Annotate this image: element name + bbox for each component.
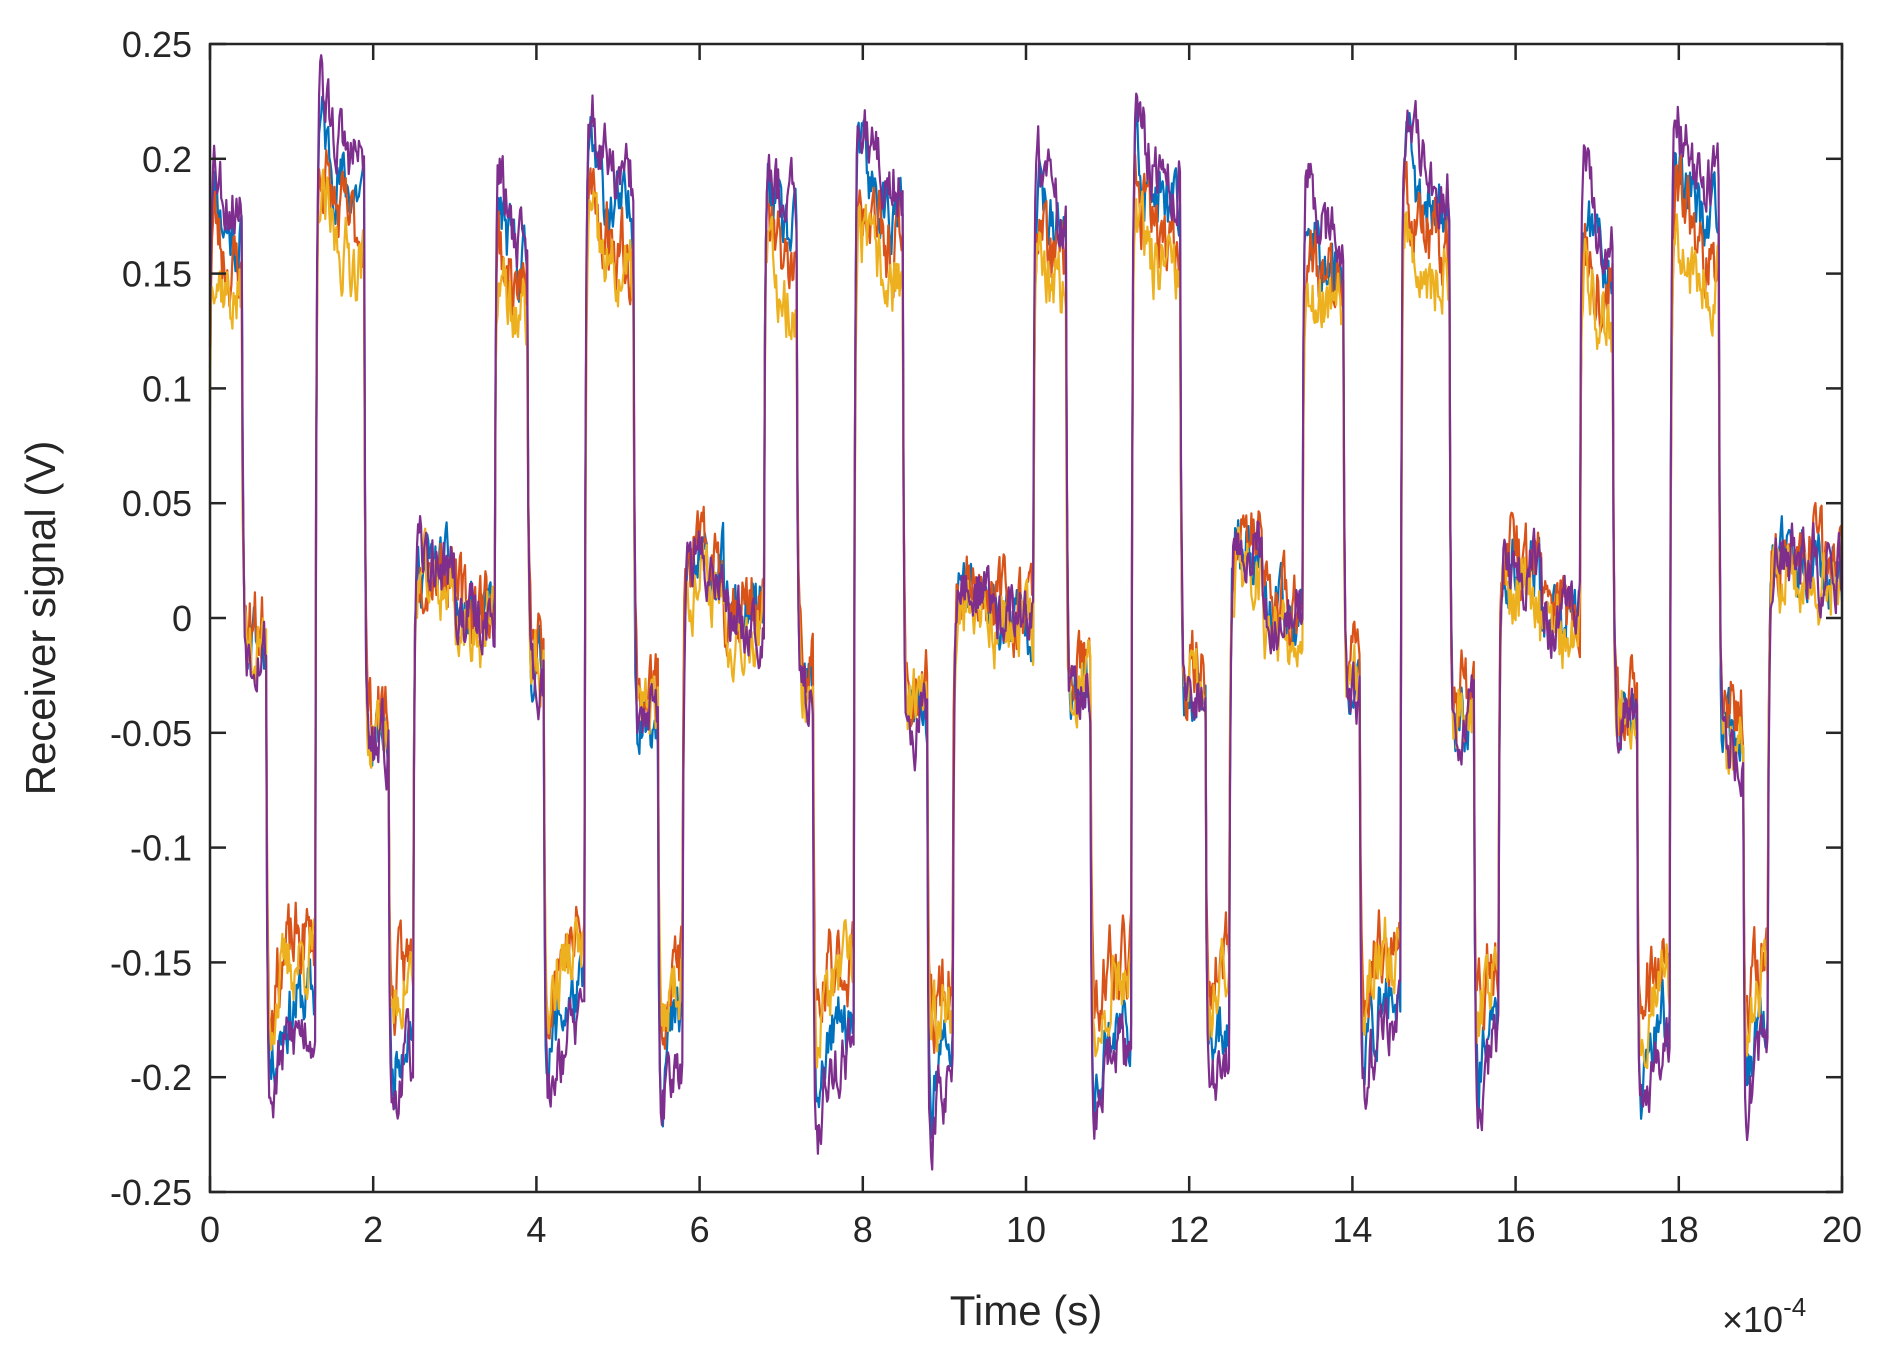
y-tick-label: -0.1 (130, 828, 192, 869)
y-tick-label: 0.05 (122, 483, 192, 524)
series-layer (208, 54, 1844, 1171)
y-tick-label: -0.15 (110, 942, 192, 983)
y-tick-label: -0.05 (110, 713, 192, 754)
x-tick-label: 6 (690, 1209, 710, 1250)
y-tick-label: -0.25 (110, 1172, 192, 1213)
x-tick-label: 12 (1169, 1209, 1209, 1250)
y-axis-title: Receiver signal (V) (17, 441, 64, 796)
x-exponent-power: -4 (1783, 1292, 1806, 1322)
x-tick-label: 0 (200, 1209, 220, 1250)
y-tick-label: 0 (172, 598, 192, 639)
x-tick-label: 4 (526, 1209, 546, 1250)
x-axis-title: Time (s) (950, 1287, 1102, 1334)
x-tick-label: 20 (1822, 1209, 1862, 1250)
y-tick-label: 0.15 (122, 254, 192, 295)
series-line-4 (208, 54, 1844, 1171)
tick-layer: 0 2 4 6 8 10 12 14 16 18 20 -0.25 -0.2 -0.15 -0.1 -0.05… (110, 24, 1862, 1250)
y-tick-label: 0.25 (122, 24, 192, 65)
x-tick-label: 2 (363, 1209, 383, 1250)
x-exponent-label: ×10-4 (1722, 1292, 1806, 1340)
y-tick-label: -0.2 (130, 1057, 192, 1098)
y-tick-label: 0.1 (142, 368, 192, 409)
x-tick-label: 14 (1332, 1209, 1372, 1250)
x-exponent-base: ×10 (1722, 1299, 1783, 1340)
x-tick-label: 8 (853, 1209, 873, 1250)
x-tick-label: 10 (1006, 1209, 1046, 1250)
x-tick-label: 16 (1496, 1209, 1536, 1250)
y-tick-label: 0.2 (142, 139, 192, 180)
x-tick-label: 18 (1659, 1209, 1699, 1250)
